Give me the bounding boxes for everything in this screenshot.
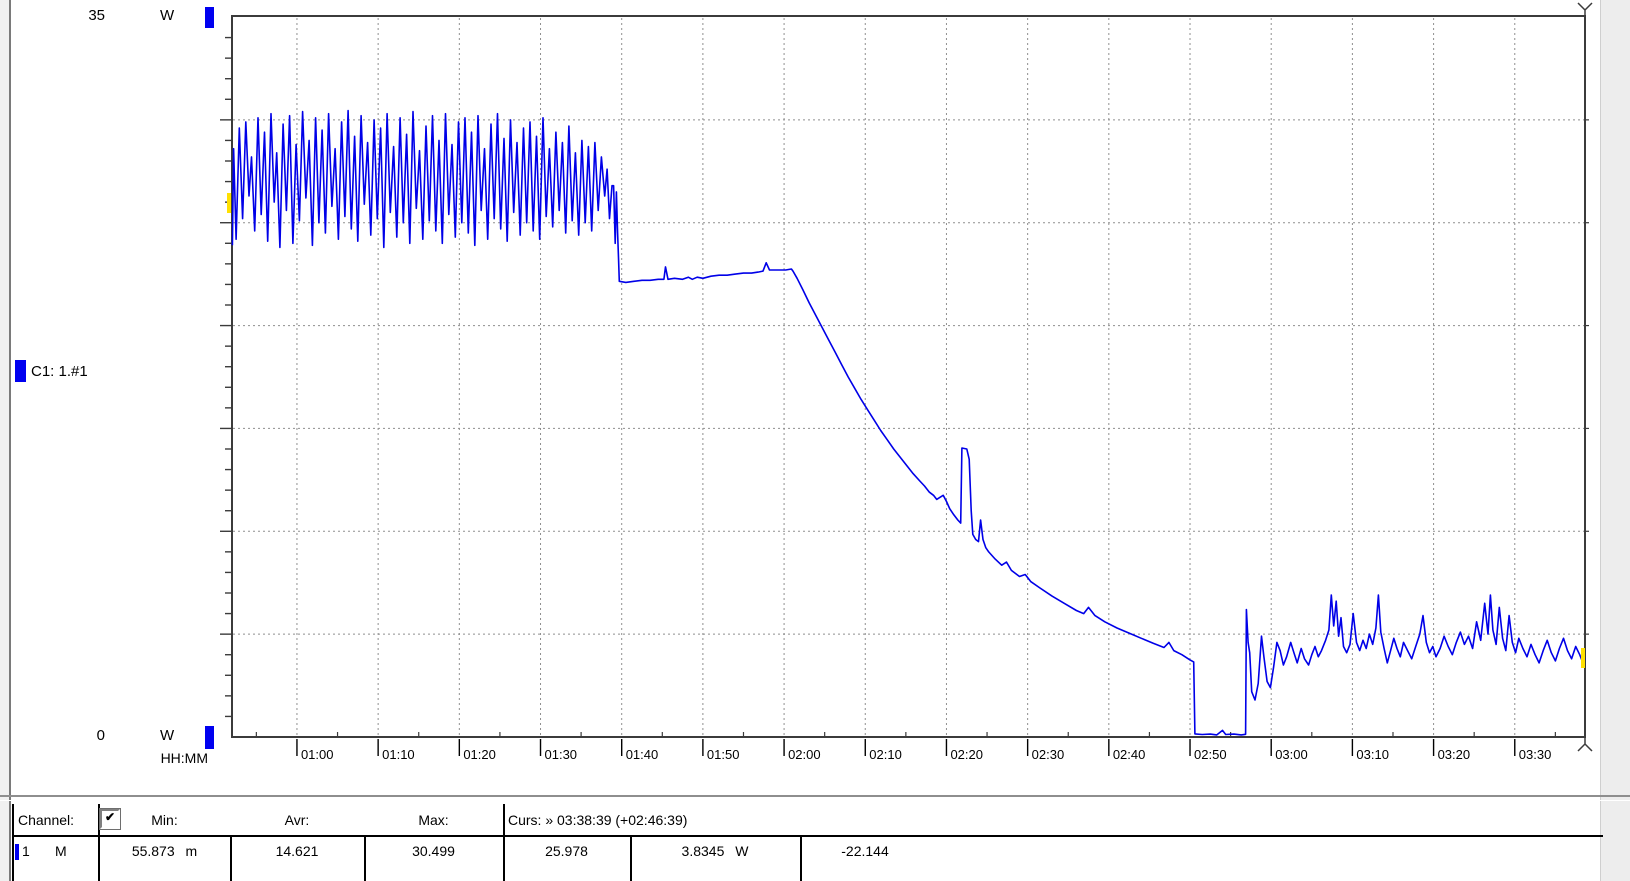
min-value: 55.873 m [131, 843, 198, 859]
channel-number[interactable]: 1 [22, 843, 30, 859]
table-border [630, 835, 632, 881]
y-zoom-handle-bottom[interactable] [1577, 737, 1593, 752]
cursor-header: Curs: » 03:38:39 (+02:46:39) [508, 812, 688, 828]
y-axis-unit-bottom: W [160, 727, 175, 744]
y-axis-unit-top: W [160, 7, 175, 24]
channel-visible-checkbox[interactable]: ✔ [99, 808, 121, 830]
x-tick-label: 02:10 [869, 747, 902, 762]
min-column-header: Min: [151, 812, 178, 828]
channel-row-color-marker [15, 844, 19, 860]
channel-axis-bottom-marker[interactable] [205, 726, 214, 749]
x-tick-label: 01:40 [625, 747, 659, 762]
table-border [364, 835, 366, 881]
series-line [231, 109, 1586, 736]
x-tick-label: 02:20 [950, 747, 983, 762]
avr-column-header: Avr: [284, 812, 310, 828]
x-tick-label: 03:30 [1518, 747, 1552, 762]
table-border [98, 804, 100, 881]
left-window-border [0, 0, 11, 881]
y-axis-min-label: 0 [96, 727, 105, 744]
channel-legend-label[interactable]: C1: 1.#1 [31, 363, 88, 380]
cursor-a-value: 25.978 [545, 843, 588, 859]
x-tick-label: 03:20 [1437, 747, 1471, 762]
max-column-header: Max: [418, 812, 449, 828]
channel-legend-swatch[interactable] [15, 360, 26, 382]
x-axis-title: HH:MM [160, 750, 208, 766]
x-tick-label: 03:10 [1356, 747, 1389, 762]
right-scroll-strip[interactable] [1600, 0, 1630, 881]
x-tick-label: 01:20 [463, 747, 496, 762]
table-border [12, 804, 14, 881]
cursor-b-value: 3.8345 W [681, 843, 749, 859]
x-tick-label: 02:50 [1194, 747, 1227, 762]
cursor-left-value-marker [227, 192, 231, 213]
y-axis-max-label: 35 [88, 7, 105, 24]
cursor-delta-value: -22.144 [841, 843, 889, 859]
table-border [503, 804, 505, 881]
table-border [230, 835, 232, 881]
x-tick-label: 03:00 [1275, 747, 1308, 762]
chart-table-separator[interactable] [0, 795, 1630, 801]
x-tick-label: 01:50 [706, 747, 740, 762]
cursor-right-value-marker [1581, 648, 1585, 669]
x-tick-label: 02:00 [788, 747, 821, 762]
x-tick-label: 01:10 [382, 747, 415, 762]
x-tick-label: 01:00 [300, 747, 334, 762]
table-border [12, 835, 1603, 837]
avr-value: 14.621 [275, 843, 319, 859]
channel-column-header: Channel: [18, 812, 75, 828]
max-value: 30.499 [412, 843, 455, 859]
table-border [800, 835, 802, 881]
x-tick-label: 02:40 [1112, 747, 1146, 762]
channel-axis-top-marker[interactable] [205, 7, 214, 28]
y-zoom-handle-top[interactable] [1577, 2, 1593, 17]
x-tick-label: 02:30 [1031, 747, 1065, 762]
channel-mode[interactable]: M [55, 843, 67, 859]
x-tick-label: 01:30 [544, 747, 578, 762]
chart-plot-area[interactable] [0, 0, 1630, 795]
